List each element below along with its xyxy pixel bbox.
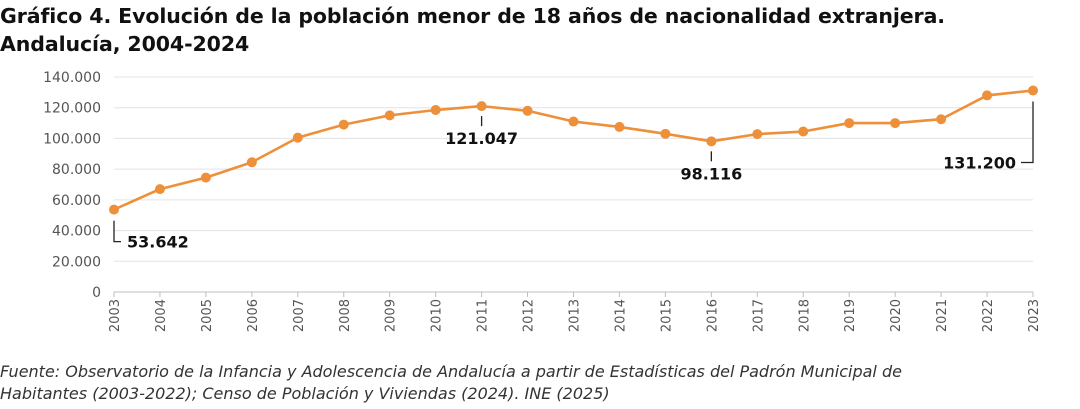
- y-tick-label: 80.000: [52, 162, 101, 178]
- data-point: [384, 110, 395, 121]
- data-point: [844, 118, 855, 129]
- y-tick-label: 60.000: [52, 193, 101, 209]
- data-label: 53.642: [127, 233, 189, 252]
- x-tick-label: 2018: [797, 299, 812, 332]
- data-point: [660, 128, 671, 139]
- data-label: 131.200: [943, 154, 1016, 173]
- x-tick-label: 2015: [659, 299, 674, 332]
- x-tick-label: 2012: [522, 299, 537, 332]
- data-point: [476, 101, 487, 112]
- x-axis: 2003 2004 2005 2006 2007 2008 2009 2010 2011 2012…: [108, 292, 1042, 332]
- x-tick-label: 2006: [246, 299, 261, 332]
- x-tick-label: 2003: [108, 299, 123, 332]
- annotation-leader: [113, 220, 121, 243]
- x-tick-label: 2004: [154, 299, 169, 332]
- data-point: [522, 105, 533, 116]
- data-point: [430, 105, 441, 116]
- x-tick-label: 2022: [981, 299, 996, 332]
- x-tick-label: 2009: [384, 299, 399, 332]
- data-label: 98.116: [680, 164, 742, 183]
- data-point: [982, 90, 993, 101]
- data-point: [246, 157, 257, 168]
- data-point: [1028, 85, 1038, 96]
- chart-title: Gráfico 4. Evolución de la población men…: [0, 2, 1075, 58]
- x-tick-label: 2007: [292, 299, 307, 332]
- chart-title-line-2: Andalucía, 2004-2024: [0, 32, 250, 56]
- data-point: [890, 118, 901, 129]
- data-point: [936, 114, 947, 125]
- data-point: [292, 132, 303, 143]
- annotation-leader: [1021, 101, 1034, 164]
- x-tick-label: 2014: [613, 299, 628, 332]
- source-line-2: Habitantes (2003-2022); Censo de Poblaci…: [0, 384, 610, 403]
- x-tick-label: 2023: [1027, 299, 1042, 332]
- data-point: [154, 184, 165, 195]
- y-axis: 0 20.000 40.000 60.000 80.000 100.000 120.000 1…: [43, 70, 101, 301]
- y-tick-label: 20.000: [52, 254, 101, 270]
- x-tick-label: 2008: [338, 299, 353, 332]
- y-tick-label: 40.000: [52, 224, 101, 240]
- data-point: [752, 129, 763, 140]
- data-point: [200, 172, 211, 183]
- series-line: [109, 85, 1038, 215]
- source-note: Fuente: Observatorio de la Infancia y Ad…: [0, 361, 1075, 405]
- y-tick-label: 120.000: [43, 101, 101, 117]
- x-tick-label: 2019: [843, 299, 858, 332]
- chart-title-line-1: Gráfico 4. Evolución de la población men…: [0, 4, 945, 28]
- data-point: [706, 136, 717, 147]
- grid-lines: [114, 76, 1033, 293]
- data-point: [568, 116, 579, 127]
- annotations: 53.642 121.047 98.116 131.200: [113, 101, 1034, 252]
- data-point: [109, 204, 119, 215]
- source-line-1: Fuente: Observatorio de la Infancia y Ad…: [0, 362, 902, 381]
- y-tick-label: 0: [92, 285, 101, 301]
- x-tick-label: 2017: [751, 299, 766, 332]
- line-chart: 0 20.000 40.000 60.000 80.000 100.000 120.000 1…: [43, 70, 1042, 332]
- x-tick-label: 2010: [430, 299, 445, 332]
- data-label: 121.047: [445, 129, 518, 148]
- series-polyline: [113, 89, 1034, 211]
- x-tick-label: 2005: [200, 299, 215, 332]
- x-tick-label: 2011: [476, 299, 491, 332]
- y-tick-label: 140.000: [43, 70, 101, 86]
- x-tick-label: 2016: [705, 299, 720, 332]
- data-point: [614, 121, 625, 132]
- data-point: [338, 119, 349, 130]
- x-tick-label: 2020: [889, 299, 904, 332]
- x-tick-label: 2013: [568, 299, 583, 332]
- x-tick-label: 2021: [935, 299, 950, 332]
- y-tick-label: 100.000: [43, 131, 101, 147]
- data-point: [798, 126, 809, 137]
